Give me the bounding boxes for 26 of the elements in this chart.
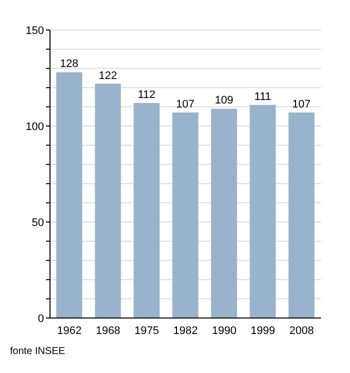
x-tick-label: 2008 — [289, 324, 314, 337]
bar — [56, 72, 82, 318]
y-tick-label: 150 — [26, 24, 44, 37]
data-label: 107 — [176, 98, 195, 111]
bar — [94, 84, 121, 318]
y-tick-label: 0 — [38, 312, 44, 325]
data-label: 107 — [292, 98, 311, 111]
data-label: 122 — [98, 70, 118, 82]
bar — [134, 102, 160, 318]
bar — [172, 112, 198, 318]
bar — [250, 104, 276, 318]
y-tick-label: 50 — [32, 216, 44, 229]
data-label: 111 — [254, 90, 272, 103]
bar — [288, 112, 314, 318]
x-tick-label: 1968 — [96, 324, 120, 337]
x-tick-label: 1982 — [173, 324, 198, 337]
x-tick-label: 1999 — [250, 324, 276, 337]
data-label: 128 — [60, 58, 78, 70]
y-tick-label: 100 — [26, 120, 44, 133]
data-label: 109 — [214, 94, 234, 107]
x-tick-label: 1962 — [57, 324, 82, 337]
bar — [211, 108, 238, 318]
x-tick-label: 1990 — [212, 324, 236, 337]
data-label: 112 — [138, 88, 156, 101]
source-note: fonte INSEE — [10, 346, 66, 357]
x-tick-label: 1975 — [134, 324, 160, 337]
